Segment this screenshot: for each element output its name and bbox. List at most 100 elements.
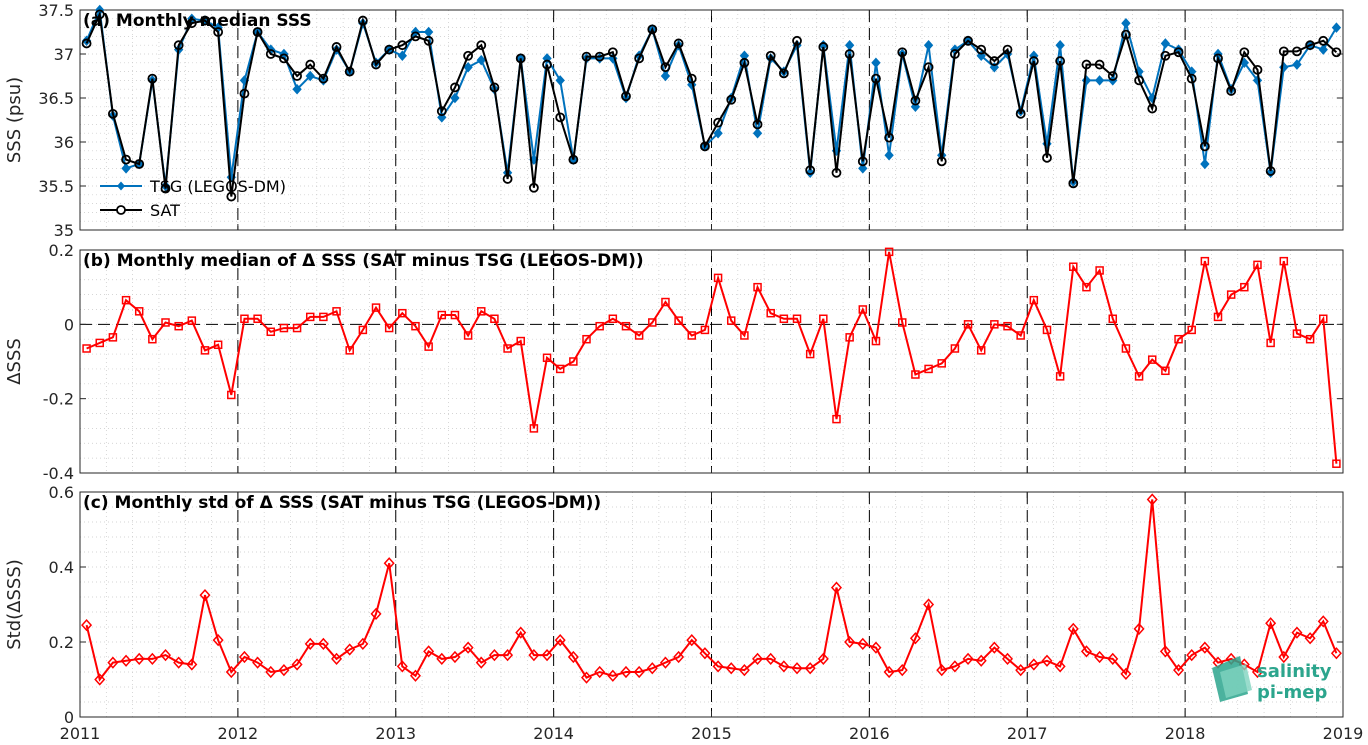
data-point <box>1199 141 1210 152</box>
y-tick-label: 0 <box>64 708 74 727</box>
data-point <box>541 649 553 662</box>
data-point <box>726 94 737 105</box>
data-point <box>265 665 277 679</box>
data-point <box>331 652 343 665</box>
data-point <box>989 61 1000 73</box>
data-point <box>975 654 987 667</box>
data-point <box>410 31 421 42</box>
data-point <box>226 191 237 202</box>
data-point <box>95 338 104 348</box>
data-point <box>120 654 132 667</box>
data-point <box>1200 256 1210 266</box>
data-point <box>94 9 105 20</box>
data-point <box>673 38 684 49</box>
data-point <box>949 660 961 673</box>
data-point <box>1200 158 1210 170</box>
data-point <box>831 167 842 178</box>
data-point <box>489 82 500 93</box>
x-tick-label: 2014 <box>533 724 574 743</box>
data-point <box>292 83 302 95</box>
data-point <box>515 53 526 64</box>
data-point <box>239 88 250 99</box>
data-point <box>463 331 473 340</box>
data-point <box>805 167 815 179</box>
data-point <box>805 165 816 176</box>
data-point <box>753 282 762 292</box>
data-point <box>805 349 815 359</box>
data-point <box>937 359 946 368</box>
data-point <box>1041 654 1053 667</box>
data-point <box>1146 493 1158 506</box>
data-point <box>1121 17 1131 29</box>
data-point <box>713 117 723 128</box>
data-point <box>963 320 973 329</box>
data-point <box>1304 632 1316 645</box>
data-point <box>581 671 593 684</box>
data-point <box>476 40 487 51</box>
data-point <box>976 44 987 55</box>
panel-title: (a) Monthly median SSS <box>83 11 312 31</box>
data-point <box>673 650 685 664</box>
data-point <box>804 662 816 675</box>
data-point <box>1094 650 1106 664</box>
data-point <box>424 342 433 351</box>
data-point <box>686 73 697 84</box>
data-point <box>870 641 882 654</box>
data-point <box>358 325 368 335</box>
data-point <box>1134 75 1144 86</box>
data-point <box>475 656 487 669</box>
data-point <box>1002 44 1013 55</box>
series-line <box>85 499 1338 682</box>
data-point <box>265 49 276 59</box>
logo-line2: pi-mep <box>1257 682 1327 703</box>
data-point <box>884 247 894 257</box>
data-point <box>463 61 473 73</box>
y-tick-label: 35 <box>54 221 74 240</box>
data-point <box>1055 39 1065 51</box>
data-point <box>923 598 935 611</box>
data-point <box>660 70 671 82</box>
data-point <box>1107 652 1119 665</box>
data-point <box>778 660 790 673</box>
data-point <box>160 649 172 662</box>
data-point <box>81 38 92 49</box>
data-point <box>1251 665 1263 679</box>
data-point <box>1067 622 1079 635</box>
data-point <box>515 626 527 639</box>
data-point <box>502 174 513 184</box>
data-point <box>291 658 303 671</box>
data-point <box>1278 650 1290 664</box>
data-point <box>1121 29 1131 40</box>
data-point <box>792 314 802 324</box>
data-point <box>569 357 578 366</box>
data-point <box>554 634 566 647</box>
data-point <box>384 323 394 333</box>
y-tick-label: 35.5 <box>38 177 74 196</box>
data-point <box>305 59 316 70</box>
data-point <box>686 634 698 647</box>
data-point <box>174 321 183 331</box>
data-point <box>1331 22 1342 33</box>
data-point <box>700 141 710 152</box>
data-point <box>1161 366 1170 376</box>
data-point <box>620 665 632 679</box>
data-point <box>898 318 907 327</box>
data-point <box>529 424 539 433</box>
data-point <box>1080 645 1092 658</box>
data-point <box>884 149 894 161</box>
data-point <box>594 665 606 679</box>
data-point <box>1213 53 1223 64</box>
data-point <box>766 308 775 318</box>
data-point <box>950 344 960 353</box>
data-point <box>594 51 605 62</box>
data-point <box>1279 256 1289 266</box>
data-point <box>581 51 592 62</box>
data-point <box>252 27 263 37</box>
data-point <box>923 62 934 73</box>
y-axis-label: Std(ΔSSS) <box>4 559 25 650</box>
data-point <box>488 649 500 662</box>
data-point <box>595 321 604 331</box>
data-point <box>646 662 658 675</box>
data-point <box>844 49 855 59</box>
data-point <box>1042 325 1052 335</box>
